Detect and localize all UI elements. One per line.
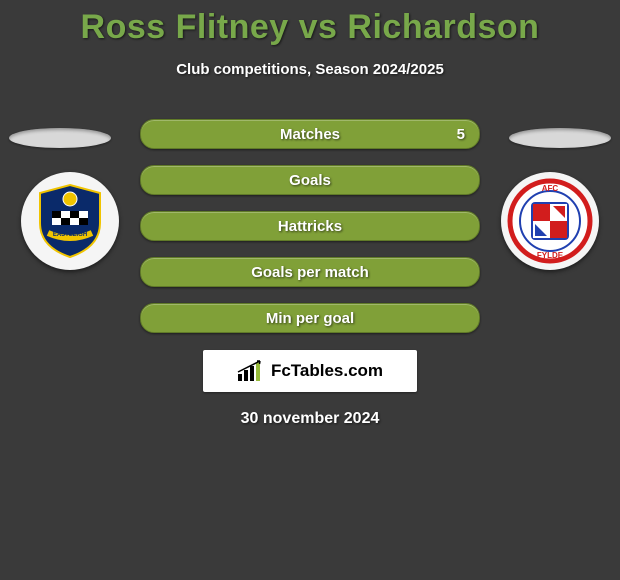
stat-label: Matches	[280, 126, 340, 143]
page-title: Ross Flitney vs Richardson	[0, 0, 620, 47]
stat-row: Matches 5	[0, 120, 620, 148]
brand-name: FcTables.com	[271, 361, 383, 381]
stat-bar-hattricks: Hattricks	[140, 211, 480, 241]
stat-bar-min-per-goal: Min per goal	[140, 303, 480, 333]
stat-label: Min per goal	[266, 310, 354, 327]
stat-label: Goals per match	[251, 264, 369, 281]
stats-list: Matches 5 Goals Hattricks Goals per matc…	[0, 120, 620, 332]
stat-bar-matches: Matches 5	[140, 119, 480, 149]
stat-row: Hattricks	[0, 212, 620, 240]
chart-bars-icon	[237, 360, 265, 382]
stat-row: Goals	[0, 166, 620, 194]
stat-label: Goals	[289, 172, 331, 189]
stat-label: Hattricks	[278, 218, 342, 235]
season-subtitle: Club competitions, Season 2024/2025	[0, 61, 620, 78]
stat-row: Min per goal	[0, 304, 620, 332]
stat-bar-goals: Goals	[140, 165, 480, 195]
brand-logo-box: FcTables.com	[203, 350, 417, 392]
stat-row: Goals per match	[0, 258, 620, 286]
stat-bar-goals-per-match: Goals per match	[140, 257, 480, 287]
stat-value-right: 5	[457, 126, 465, 143]
date-label: 30 november 2024	[0, 410, 620, 428]
